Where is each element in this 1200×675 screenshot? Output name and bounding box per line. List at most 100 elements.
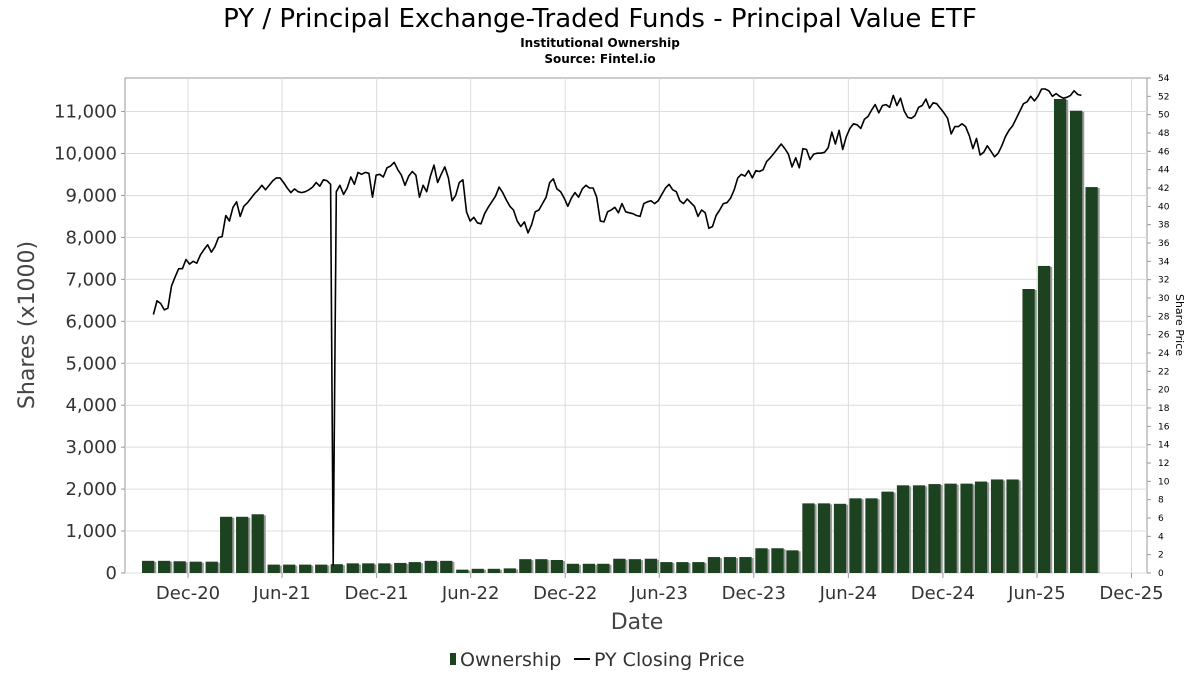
ownership-bar xyxy=(786,550,799,573)
ownership-bar xyxy=(519,559,532,573)
y-tick-label: 0 xyxy=(106,563,117,584)
ownership-bar xyxy=(802,503,815,573)
legend-ownership-label: Ownership xyxy=(460,649,561,671)
y2-tick-label: 0 xyxy=(1158,569,1164,579)
y-tick-label: 9,000 xyxy=(65,185,117,206)
ownership-bar xyxy=(974,481,988,573)
price-line-layer xyxy=(152,88,1082,566)
y2-tick-label: 54 xyxy=(1158,74,1170,84)
y2-tick-label: 2 xyxy=(1158,551,1164,561)
y2-tick-label: 18 xyxy=(1158,404,1170,414)
y-tick-label: 3,000 xyxy=(65,437,117,458)
y-tick-label: 6,000 xyxy=(65,311,117,332)
y-axis-left: 0 1,000 2,000 3,000 4,000 5,000 6,000 7,000 8,00… xyxy=(54,102,125,584)
ownership-bar xyxy=(251,514,264,573)
ownership-bar xyxy=(220,516,233,573)
ownership-bar xyxy=(1053,98,1067,573)
y2-tick-label: 6 xyxy=(1158,514,1164,524)
y2-tick-label: 46 xyxy=(1158,147,1170,157)
ownership-bar xyxy=(550,559,563,573)
y2-tick-label: 36 xyxy=(1158,239,1170,249)
x-axis-label: Date xyxy=(611,610,664,635)
ownership-bar xyxy=(771,548,784,573)
ownership-bar xyxy=(1022,289,1035,573)
ownership-bar xyxy=(912,485,926,573)
ownership-bar xyxy=(613,558,626,573)
chart-title: PY / Principal Exchange-Traded Funds - P… xyxy=(223,4,977,34)
ownership-bar xyxy=(692,562,705,573)
y2-tick-label: 42 xyxy=(1158,184,1169,194)
chart-subtitle-2: Source: Fintel.io xyxy=(544,52,655,66)
ownership-bars xyxy=(142,98,1100,573)
y2-tick-label: 38 xyxy=(1158,221,1170,231)
y2-tick-label: 44 xyxy=(1158,166,1170,176)
ownership-bar xyxy=(960,483,973,573)
y-axis-label: Shares (x1000) xyxy=(15,241,40,409)
ownership-bar xyxy=(378,563,391,573)
x-axis: Dec-20 Jun-21 Dec-21 Jun-22 Dec-22 Jun-23 Dec-… xyxy=(156,573,1164,604)
x-tick-label: Jun-21 xyxy=(252,583,311,604)
ownership-bar xyxy=(173,561,186,573)
y2-tick-label: 8 xyxy=(1158,496,1164,506)
x-tick-label: Jun-24 xyxy=(819,583,878,604)
x-tick-label: Jun-22 xyxy=(441,583,500,604)
ownership-bar xyxy=(597,563,610,573)
ownership-bar xyxy=(158,560,171,573)
x-tick-label: Jun-23 xyxy=(629,583,688,604)
ownership-bar xyxy=(582,563,596,573)
y2-axis-label: Share Price xyxy=(1173,294,1186,356)
y2-tick-label: 12 xyxy=(1158,459,1169,469)
ownership-bar xyxy=(408,562,421,573)
ownership-bar xyxy=(440,560,453,573)
x-tick-label: Dec-25 xyxy=(1099,583,1163,604)
ownership-bar xyxy=(707,557,721,573)
chart-subtitle-1: Institutional Ownership xyxy=(520,36,680,50)
ownership-bar xyxy=(723,557,737,573)
ownership-bar xyxy=(896,485,910,573)
ownership-bar xyxy=(299,564,312,573)
ownership-bar xyxy=(990,479,1004,573)
ownership-bar xyxy=(346,563,359,573)
ownership-bar xyxy=(739,557,752,573)
y2-tick-label: 40 xyxy=(1158,202,1170,212)
y2-tick-label: 52 xyxy=(1158,92,1169,102)
price-line xyxy=(152,88,1082,566)
y-tick-label: 8,000 xyxy=(65,227,117,248)
ownership-bar xyxy=(487,568,500,573)
legend: Ownership PY Closing Price xyxy=(450,649,745,671)
y-tick-label: 7,000 xyxy=(65,269,117,290)
ownership-bar xyxy=(1069,110,1083,573)
ownership-bar xyxy=(330,564,343,573)
ownership-bar xyxy=(928,484,941,573)
ownership-bar xyxy=(1037,265,1051,573)
ownership-bar xyxy=(283,564,296,573)
y-tick-label: 11,000 xyxy=(54,102,117,123)
ownership-bar xyxy=(267,564,280,573)
y2-tick-label: 26 xyxy=(1158,331,1170,341)
y2-tick-label: 16 xyxy=(1158,422,1170,432)
y2-tick-label: 32 xyxy=(1158,276,1169,286)
y2-tick-label: 34 xyxy=(1158,257,1170,267)
ownership-bar xyxy=(566,563,579,573)
ownership-bar xyxy=(676,562,689,573)
y-tick-label: 4,000 xyxy=(65,395,117,416)
x-tick-label: Dec-22 xyxy=(533,583,597,604)
y2-tick-label: 10 xyxy=(1158,477,1170,487)
y2-tick-label: 50 xyxy=(1158,111,1170,121)
ownership-bar xyxy=(833,503,847,573)
ownership-bar xyxy=(424,560,437,573)
ownership-bar xyxy=(817,503,831,573)
y-tick-label: 10,000 xyxy=(54,144,117,165)
y-axis-right: 0246810121416182022242628303234363840424… xyxy=(1147,74,1170,579)
y-tick-label: 1,000 xyxy=(65,521,117,542)
ownership-bar xyxy=(644,558,658,573)
x-tick-label: Dec-21 xyxy=(345,583,409,604)
ownership-bar xyxy=(189,561,202,573)
ownership-bar xyxy=(503,568,516,573)
y2-tick-label: 28 xyxy=(1158,312,1170,322)
ownership-bar xyxy=(142,560,155,573)
ownership-bar xyxy=(865,498,878,573)
ownership-bar xyxy=(315,564,328,573)
ownership-bar xyxy=(394,562,407,573)
